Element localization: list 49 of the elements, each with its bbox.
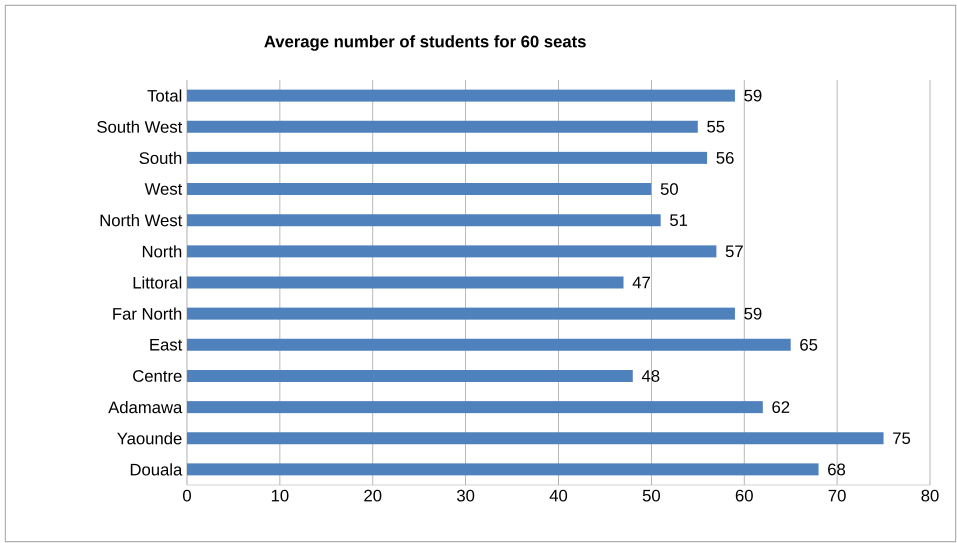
y-tick-label: Adamawa <box>108 400 182 414</box>
data-label: 48 <box>642 370 660 382</box>
y-tick-label: North West <box>100 214 182 226</box>
y-tick-label: Total <box>147 89 182 102</box>
data-label: 47 <box>632 276 650 288</box>
y-tick-label: Littoral <box>134 276 182 289</box>
bar <box>187 214 661 226</box>
x-tick-label: 20 <box>364 490 382 502</box>
bar <box>187 432 884 444</box>
bar <box>187 152 708 164</box>
y-tick-label: Centre <box>133 370 182 382</box>
chart-title: Average number of students for 60 seats <box>264 35 586 51</box>
x-tick-label: 0 <box>183 490 191 502</box>
data-label: 51 <box>670 214 688 226</box>
y-tick-label: South West <box>97 120 182 133</box>
data-label: 56 <box>716 152 734 164</box>
x-tick-label: 40 <box>550 490 568 502</box>
x-tick-label: 60 <box>736 490 753 502</box>
data-label: 57 <box>726 246 743 258</box>
y-tick-label: Far North <box>113 308 182 320</box>
data-label: 62 <box>772 401 790 414</box>
y-tick-label: Yaounde <box>117 432 182 444</box>
x-tick-label: 50 <box>642 490 660 502</box>
data-label: 65 <box>800 338 818 351</box>
bar <box>187 308 735 320</box>
y-tick-label: North <box>142 245 182 258</box>
bar <box>187 276 624 288</box>
bar <box>187 338 791 351</box>
bar <box>187 120 698 133</box>
data-label: 55 <box>707 120 724 133</box>
bar <box>187 183 652 196</box>
data-label: 68 <box>828 464 846 476</box>
x-tick-label: 80 <box>921 490 939 502</box>
x-tick-label: 70 <box>828 490 846 502</box>
y-tick-label: South <box>139 152 182 164</box>
data-label: 75 <box>893 432 910 444</box>
data-label: 59 <box>744 308 762 320</box>
bar <box>187 370 633 382</box>
x-tick-label: 30 <box>456 490 474 502</box>
y-tick-label: West <box>144 183 182 195</box>
bar <box>187 401 763 414</box>
y-tick-label: Douala <box>130 463 182 476</box>
bar <box>187 90 735 102</box>
data-label: 59 <box>744 90 762 102</box>
x-tick-label: 10 <box>272 490 288 502</box>
data-label: 50 <box>660 183 678 195</box>
bar <box>187 463 819 476</box>
bar <box>187 245 716 258</box>
y-tick-label: East <box>150 339 182 351</box>
